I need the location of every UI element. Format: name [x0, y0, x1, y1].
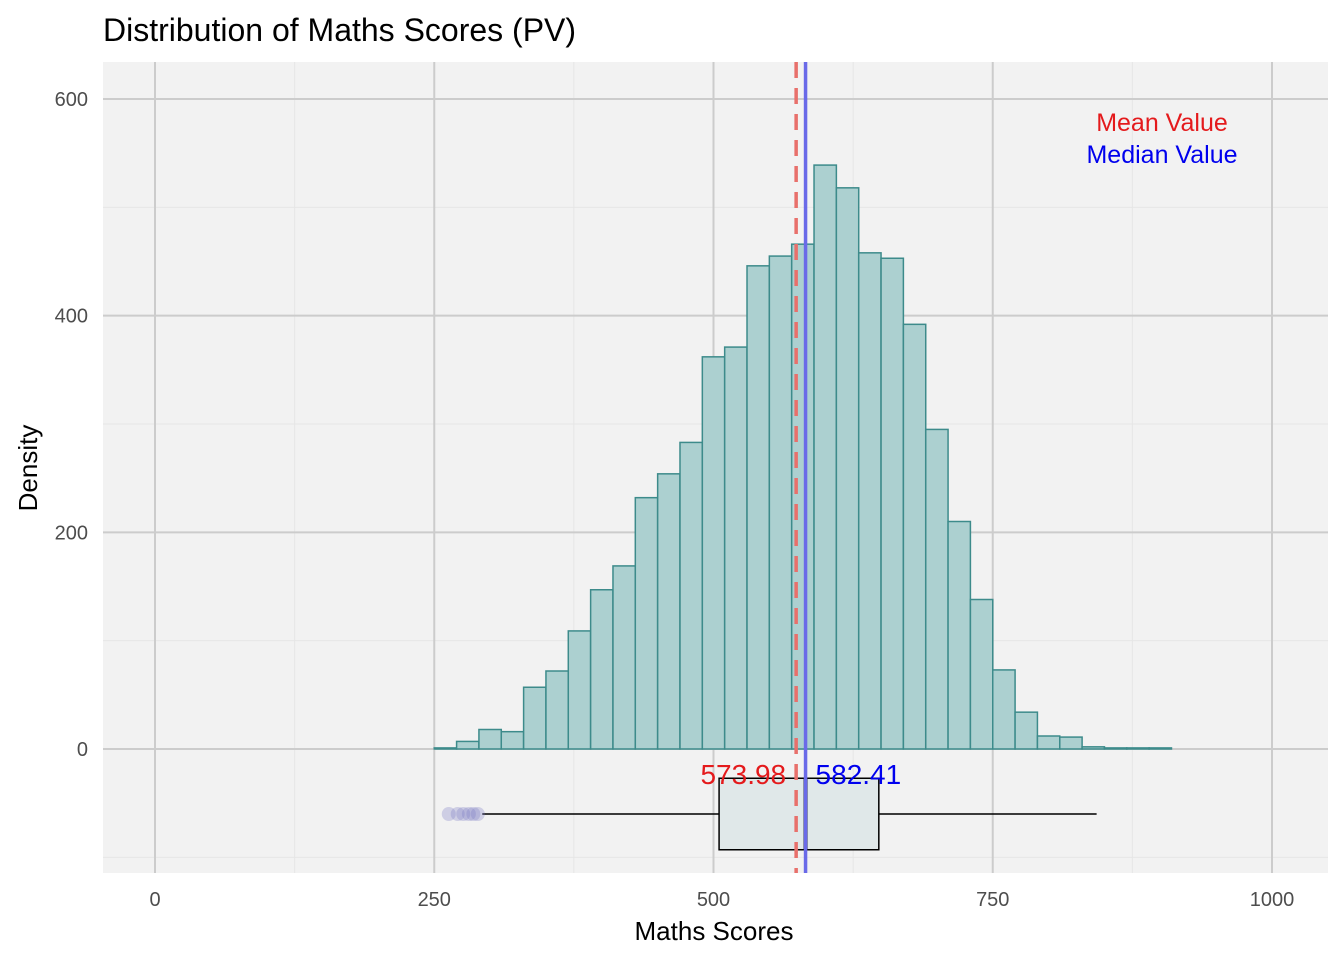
y-axis-title: Density — [13, 425, 43, 512]
mean-value-label: 573.98 — [700, 759, 786, 790]
x-tick-label: 250 — [418, 889, 451, 911]
histogram-bar — [545, 670, 570, 750]
histogram-bar — [1103, 747, 1128, 750]
boxplot-outlier — [461, 807, 476, 821]
histogram-bar — [947, 520, 972, 750]
histogram-bars — [433, 164, 1173, 750]
histogram-bar — [522, 686, 547, 750]
histogram-bar — [902, 323, 927, 750]
histogram-bar — [1081, 746, 1106, 750]
histogram-bar — [433, 747, 458, 750]
histogram-bar — [455, 740, 480, 750]
histogram-bar — [500, 730, 525, 750]
histogram-bar — [1036, 735, 1061, 750]
histogram-bar — [1126, 747, 1150, 750]
x-axis-title: Maths Scores — [635, 916, 794, 946]
histogram-bar — [969, 598, 994, 750]
x-tick-label: 500 — [697, 889, 730, 911]
histogram-bar — [567, 630, 592, 750]
y-tick-label: 200 — [55, 522, 88, 544]
boxplot-outlier — [470, 807, 485, 821]
histogram-bar — [1014, 711, 1039, 750]
histogram-bar — [768, 255, 793, 750]
boxplot-outlier — [441, 807, 456, 821]
histogram-bar — [701, 356, 726, 750]
histogram-bar — [478, 728, 503, 750]
boxplot-outlier — [450, 807, 465, 821]
y-tick-label: 0 — [77, 739, 88, 761]
boxplot-outlier — [466, 807, 481, 821]
histogram-bar — [924, 428, 949, 750]
median-legend-label: Median Value — [1086, 141, 1237, 169]
histogram-bar — [656, 473, 681, 750]
boxplot — [441, 777, 1097, 851]
x-tick-label: 750 — [976, 889, 1009, 911]
y-tick-label: 400 — [55, 306, 88, 328]
histogram-bar — [857, 252, 882, 750]
histogram-bar — [634, 496, 659, 750]
y-tick-label: 600 — [55, 89, 88, 111]
boxplot-outlier — [456, 807, 471, 821]
histogram-bar — [813, 164, 838, 750]
histogram-bar — [1059, 736, 1083, 750]
histogram-bar — [992, 669, 1016, 750]
histogram-bar — [679, 441, 704, 750]
axis-ticks: 0 250 500 750 1000 0 200 400 600 — [55, 89, 1295, 911]
boxplot-box — [718, 777, 880, 851]
histogram-bar — [880, 257, 905, 750]
mean-legend-label: Mean Value — [1096, 109, 1228, 137]
median-value-label: 582.41 — [816, 759, 902, 790]
histogram-bar — [612, 565, 637, 750]
chart-title: Distribution of Maths Scores (PV) — [103, 12, 576, 48]
x-tick-label: 1000 — [1250, 889, 1295, 911]
histogram-bar — [835, 187, 860, 750]
histogram-bar — [723, 346, 748, 750]
histogram-bar — [589, 589, 614, 750]
histogram-bar — [746, 265, 771, 750]
x-tick-label: 0 — [149, 889, 160, 911]
histogram-bar — [1148, 747, 1173, 750]
reference-lines — [794, 62, 808, 873]
